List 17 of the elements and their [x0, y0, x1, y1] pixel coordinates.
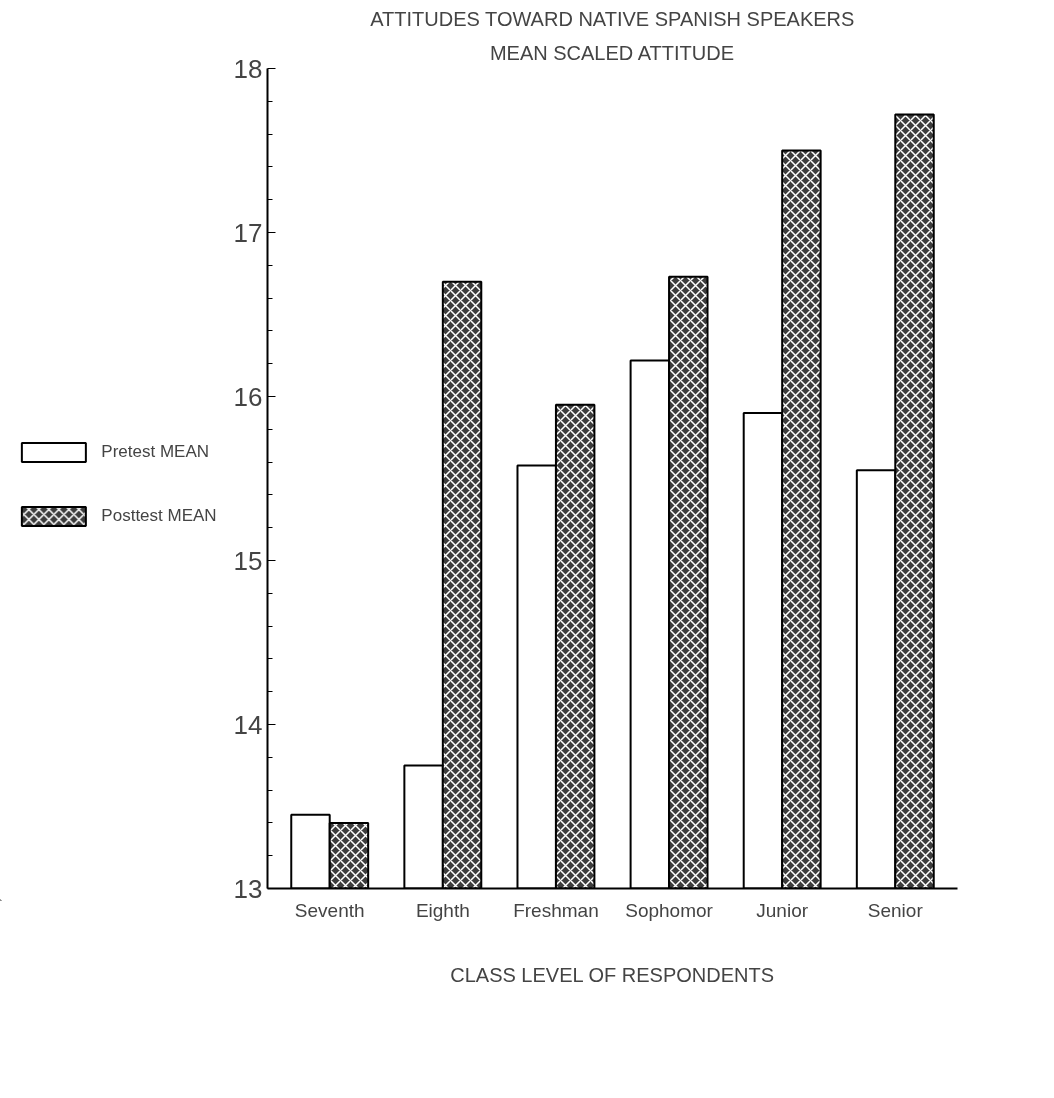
x-tick-label: Seventh	[294, 899, 365, 921]
y-tick-label: 14	[233, 709, 263, 740]
x-tick-label: Sophomor	[625, 899, 714, 921]
y-tick-label: 13	[233, 873, 263, 904]
x-tick-label: Freshman	[513, 899, 599, 921]
chart-subtitle: MEAN SCALED ATTITUDE	[489, 41, 735, 64]
y-tick-label: 17	[233, 217, 263, 248]
x-tick-label: Senior	[867, 899, 924, 921]
y-tick-label: 15	[233, 545, 263, 576]
legend-label: Pretest MEAN	[101, 442, 210, 462]
x-tick-label: Junior	[756, 899, 809, 921]
legend-label: Posttest MEAN	[101, 506, 217, 526]
y-tick-label: 16	[233, 381, 263, 412]
x-axis-title: CLASS LEVEL OF RESPONDENTS	[450, 963, 775, 986]
chart-title: ATTITUDES TOWARD NATIVE SPANISH SPEAKERS	[370, 7, 855, 30]
x-tick-label: Eighth	[415, 899, 470, 921]
y-tick-label: 18	[233, 53, 263, 84]
